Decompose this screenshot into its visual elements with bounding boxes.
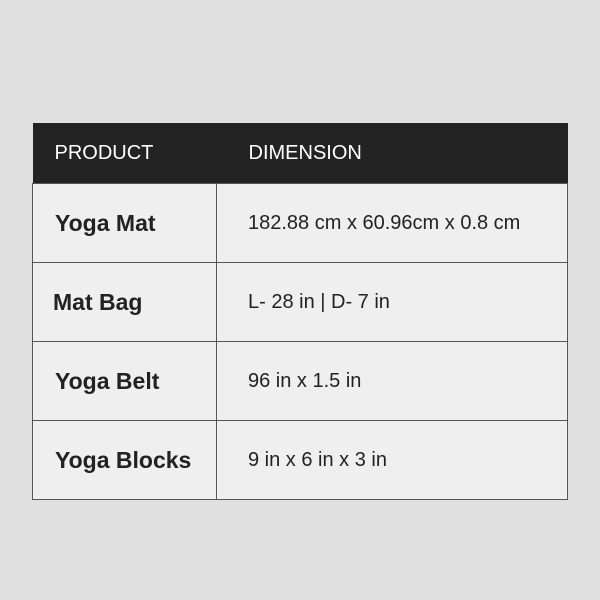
dimension-table: PRODUCT DIMENSION Yoga Mat 182.88 cm x 6… bbox=[32, 123, 568, 500]
product-cell: Yoga Belt bbox=[32, 341, 217, 421]
header-row: PRODUCT DIMENSION bbox=[32, 123, 568, 184]
dimension-cell: L- 28 in | D- 7 in bbox=[216, 262, 568, 342]
header-product: PRODUCT bbox=[32, 123, 217, 184]
table-row: Yoga Belt 96 in x 1.5 in bbox=[32, 341, 568, 421]
dimension-cell: 9 in x 6 in x 3 in bbox=[216, 420, 568, 500]
table-row: Yoga Blocks 9 in x 6 in x 3 in bbox=[32, 420, 568, 500]
product-cell: Yoga Mat bbox=[32, 183, 217, 263]
dimension-cell: 182.88 cm x 60.96cm x 0.8 cm bbox=[216, 183, 568, 263]
table-row: Yoga Mat 182.88 cm x 60.96cm x 0.8 cm bbox=[32, 183, 568, 263]
table-row: Mat Bag L- 28 in | D- 7 in bbox=[32, 262, 568, 342]
product-cell: Mat Bag bbox=[32, 262, 217, 342]
product-cell: Yoga Blocks bbox=[32, 420, 217, 500]
header-dimension: DIMENSION bbox=[216, 123, 568, 184]
dimension-cell: 96 in x 1.5 in bbox=[216, 341, 568, 421]
